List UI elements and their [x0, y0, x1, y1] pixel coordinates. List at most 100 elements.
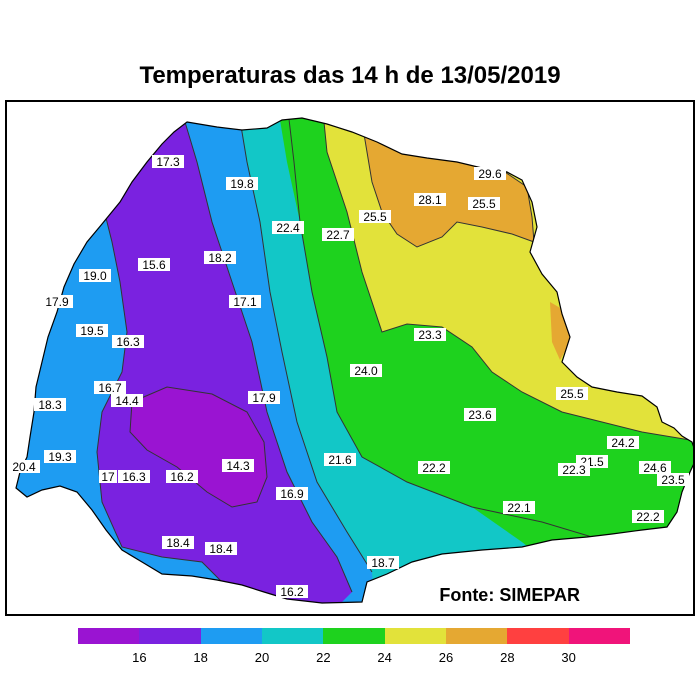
svg-text:14.4: 14.4	[115, 394, 139, 408]
station-temperature-label: 18.2	[204, 251, 236, 265]
svg-text:25.5: 25.5	[472, 197, 496, 211]
station-temperature-label: 22.2	[632, 510, 664, 524]
svg-text:18.4: 18.4	[166, 536, 190, 550]
station-temperature-label: 18.7	[367, 556, 399, 570]
station-temperature-label: 18.4	[162, 536, 194, 550]
svg-text:23.5: 23.5	[661, 473, 685, 487]
station-temperature-label: 18.3	[34, 398, 66, 412]
station-temperature-label: 22.3	[558, 463, 590, 477]
svg-text:17.9: 17.9	[252, 391, 276, 405]
station-temperature-label: 16.3	[112, 335, 144, 349]
station-temperature-label: 14.3	[222, 459, 254, 473]
color-scale-swatch	[78, 628, 140, 644]
temperature-map: 17.3 19.8 22.4 22.7 25.5 28.1 29.6 25.5 19.0 15.6…	[8, 117, 693, 604]
station-temperature-label: 17.9	[248, 391, 280, 405]
svg-text:24.6: 24.6	[643, 461, 667, 475]
station-temperature-label: 16.2	[166, 470, 198, 484]
color-scale-swatch	[384, 628, 446, 644]
svg-text:16.2: 16.2	[280, 585, 304, 599]
map-frame: 17.3 19.8 22.4 22.7 25.5 28.1 29.6 25.5 19.0 15.6…	[5, 100, 695, 616]
station-temperature-label: 23.5	[657, 473, 689, 487]
svg-text:25.5: 25.5	[363, 210, 387, 224]
svg-text:18.4: 18.4	[209, 542, 233, 556]
svg-text:17: 17	[101, 470, 115, 484]
station-temperature-label: 17.9	[41, 295, 73, 309]
color-scale-tick-label: 30	[561, 650, 576, 665]
station-temperature-label: 18.4	[205, 542, 237, 556]
station-labels: 17.3 19.8 22.4 22.7 25.5 28.1 29.6 25.5 19.0 15.6…	[8, 155, 689, 599]
svg-text:22.2: 22.2	[636, 510, 660, 524]
color-scale-swatch	[200, 628, 262, 644]
station-temperature-label: 19.0	[79, 269, 111, 283]
svg-text:17.1: 17.1	[233, 295, 257, 309]
color-scale-tick-label: 16	[132, 650, 147, 665]
svg-text:21.6: 21.6	[328, 453, 352, 467]
svg-text:16.7: 16.7	[98, 381, 122, 395]
color-scale-tick-label: 26	[438, 650, 454, 665]
station-temperature-label: 16.3	[118, 470, 150, 484]
svg-text:22.3: 22.3	[562, 463, 586, 477]
svg-text:22.7: 22.7	[326, 228, 350, 242]
station-temperature-label: 17.3	[152, 155, 184, 169]
svg-text:18.3: 18.3	[38, 398, 62, 412]
svg-text:19.5: 19.5	[80, 324, 104, 338]
station-temperature-label: 16.2	[276, 585, 308, 599]
color-scale-swatch	[568, 628, 630, 644]
station-temperature-label: 25.5	[359, 210, 391, 224]
station-temperature-label: 19.5	[76, 324, 108, 338]
station-temperature-label: 20.4	[8, 460, 40, 474]
color-scale-swatch	[139, 628, 201, 644]
svg-text:22.2: 22.2	[422, 461, 446, 475]
station-temperature-label: 22.2	[418, 461, 450, 475]
color-scale-swatch	[445, 628, 508, 644]
station-temperature-label: 24.0	[350, 364, 382, 378]
station-temperature-label: 23.6	[464, 408, 496, 422]
svg-text:24.2: 24.2	[611, 436, 635, 450]
color-scale-swatch	[261, 628, 324, 644]
svg-text:19.3: 19.3	[48, 450, 72, 464]
svg-text:22.1: 22.1	[507, 501, 531, 515]
svg-text:29.6: 29.6	[478, 167, 502, 181]
svg-text:17.3: 17.3	[156, 155, 180, 169]
station-temperature-label: 24.2	[607, 436, 639, 450]
station-temperature-label: 15.6	[138, 258, 170, 272]
temperature-bands	[16, 118, 693, 603]
station-temperature-label: 23.3	[414, 328, 446, 342]
svg-text:18.2: 18.2	[208, 251, 232, 265]
station-temperature-label: 19.3	[44, 450, 76, 464]
svg-text:22.4: 22.4	[276, 221, 300, 235]
svg-text:24.0: 24.0	[354, 364, 378, 378]
station-temperature-label: 29.6	[474, 167, 506, 181]
map-title: Temperaturas das 14 h de 13/05/2019	[139, 62, 561, 89]
svg-text:14.3: 14.3	[226, 459, 250, 473]
svg-text:15.6: 15.6	[142, 258, 166, 272]
station-temperature-label: 22.4	[272, 221, 304, 235]
station-temperature-label: 28.1	[414, 193, 446, 207]
svg-text:25.5: 25.5	[560, 387, 584, 401]
station-temperature-label: 17.1	[229, 295, 261, 309]
color-scale-tick-label: 18	[193, 650, 208, 665]
station-temperature-label: 25.5	[556, 387, 588, 401]
color-scale-swatch	[323, 628, 385, 644]
station-temperature-label: 21.6	[324, 453, 356, 467]
color-scale-swatch	[507, 628, 569, 644]
station-temperature-label: 19.8	[226, 177, 258, 191]
station-temperature-label: 25.5	[468, 197, 500, 211]
source-credit: Fonte: SIMEPAR	[439, 585, 580, 605]
svg-text:20.4: 20.4	[12, 460, 36, 474]
svg-text:16.2: 16.2	[170, 470, 194, 484]
station-temperature-label: 16.7	[94, 381, 126, 395]
station-temperature-label: 14.4	[111, 394, 143, 408]
color-scale-tick-label: 24	[377, 650, 392, 665]
station-temperature-label: 22.1	[503, 501, 535, 515]
station-temperature-label: 22.7	[322, 228, 354, 242]
svg-text:17.9: 17.9	[45, 295, 69, 309]
color-scale-tick-label: 22	[316, 650, 331, 665]
svg-text:16.3: 16.3	[122, 470, 146, 484]
svg-text:16.3: 16.3	[116, 335, 140, 349]
svg-text:18.7: 18.7	[371, 556, 395, 570]
color-scale-tick-label: 28	[500, 650, 515, 665]
color-scale-bar	[78, 628, 630, 644]
svg-text:28.1: 28.1	[418, 193, 442, 207]
svg-text:23.3: 23.3	[418, 328, 442, 342]
